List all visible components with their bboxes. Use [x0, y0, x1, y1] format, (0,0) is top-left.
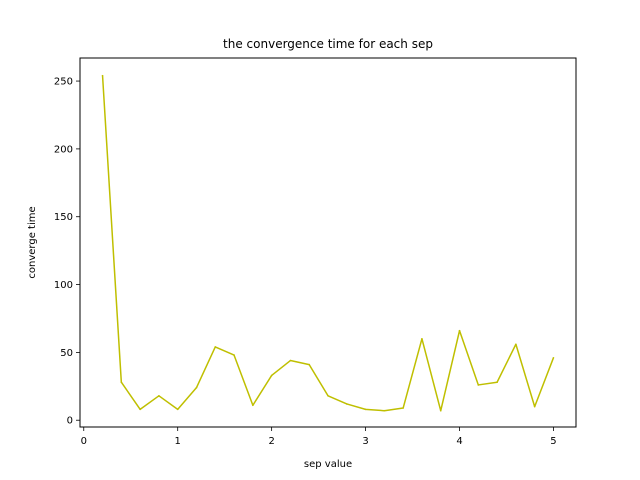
x-tick-label: 1 — [175, 436, 181, 447]
data-point — [101, 74, 104, 77]
x-axis-label: sep value — [304, 459, 352, 470]
data-point — [327, 395, 329, 397]
plot-area — [101, 74, 555, 412]
x-tick-label: 4 — [456, 436, 462, 447]
y-tick-label: 0 — [67, 416, 73, 427]
data-point — [214, 346, 217, 348]
data-point — [533, 405, 536, 408]
y-tick-label: 50 — [60, 348, 73, 359]
data-point — [458, 329, 461, 332]
data-point — [139, 408, 141, 411]
data-point — [383, 409, 386, 412]
x-tick-label: 3 — [362, 436, 368, 447]
data-point — [515, 343, 517, 346]
y-tick-label: 200 — [54, 144, 73, 155]
y-tick-label: 100 — [54, 280, 73, 291]
x-tick-label: 0 — [81, 436, 87, 447]
data-point — [233, 354, 235, 356]
data-point — [176, 408, 179, 411]
data-point — [364, 408, 367, 411]
data-point — [270, 374, 273, 377]
x-tick-label: 2 — [268, 436, 274, 447]
data-point — [158, 395, 160, 397]
data-point — [552, 357, 555, 359]
data-point — [496, 381, 498, 384]
x-tick-label: 5 — [550, 436, 556, 447]
y-tick-label: 250 — [54, 77, 73, 88]
data-point — [289, 359, 292, 362]
y-axis-label: converge time — [27, 206, 38, 278]
data-point — [402, 407, 404, 409]
data-point — [120, 381, 123, 384]
data-point — [308, 363, 311, 366]
data-point — [252, 404, 254, 407]
y-tick-label: 150 — [54, 212, 73, 223]
data-point — [477, 384, 480, 386]
data-point — [345, 403, 348, 405]
data-point — [421, 338, 423, 340]
plot-frame — [79, 57, 577, 428]
chart-title: the convergence time for each sep — [223, 37, 433, 51]
data-point — [195, 386, 198, 389]
data-point — [439, 409, 442, 412]
